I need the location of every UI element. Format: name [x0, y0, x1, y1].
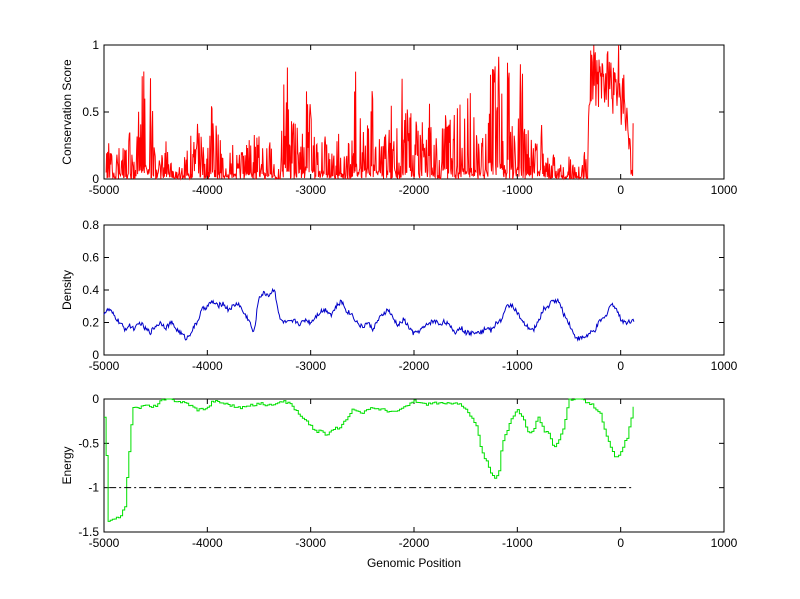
x-tick-label: -4000: [192, 183, 223, 197]
series-line-3-1: [104, 398, 634, 522]
y-tick-label: -0.5: [78, 436, 99, 450]
x-tick-label: -3000: [295, 183, 326, 197]
x-tick-label: -2000: [399, 183, 430, 197]
x-tick-label: -5000: [89, 183, 120, 197]
x-tick-label: -5000: [89, 536, 120, 550]
y-tick-label: 0: [92, 392, 99, 406]
x-tick-label: -2000: [399, 536, 430, 550]
y-tick-label: 0: [92, 348, 99, 362]
y-tick-label: 0.2: [82, 316, 99, 330]
x-axis-label: Genomic Position: [367, 556, 461, 570]
x-tick-label: -5000: [89, 359, 120, 373]
x-tick-label: -3000: [295, 359, 326, 373]
y-axis-label-3: Energy: [60, 446, 74, 484]
y-tick-label: 1: [92, 38, 99, 52]
x-tick-label: 1000: [711, 183, 738, 197]
series-line-2-1: [103, 287, 635, 342]
y-tick-label: 0.6: [82, 251, 99, 265]
plot-area-2: [103, 224, 725, 356]
x-tick-label: -4000: [192, 536, 223, 550]
x-tick-label: 0: [617, 183, 624, 197]
x-tick-label: -1000: [502, 536, 533, 550]
x-tick-label: -1000: [502, 359, 533, 373]
x-tick-label: -2000: [399, 359, 430, 373]
x-tick-label: -3000: [295, 536, 326, 550]
x-tick-label: 0: [617, 359, 624, 373]
x-tick-label: 1000: [711, 359, 738, 373]
y-tick-label: 0.8: [82, 218, 99, 232]
y-tick-label: -1.5: [78, 525, 99, 539]
series-line-1-1: [105, 45, 634, 181]
x-tick-label: 1000: [711, 536, 738, 550]
x-tick-label: 0: [617, 536, 624, 550]
y-axis-label-2: Density: [60, 270, 74, 310]
x-tick-label: -1000: [502, 183, 533, 197]
y-tick-label: 0.4: [82, 283, 99, 297]
x-tick-label: -4000: [192, 359, 223, 373]
y-axis-label-1: Conservation Score: [60, 59, 74, 165]
y-tick-label: -1: [88, 481, 99, 495]
y-tick-label: 0.5: [82, 105, 99, 119]
y-tick-label: 0: [92, 172, 99, 186]
